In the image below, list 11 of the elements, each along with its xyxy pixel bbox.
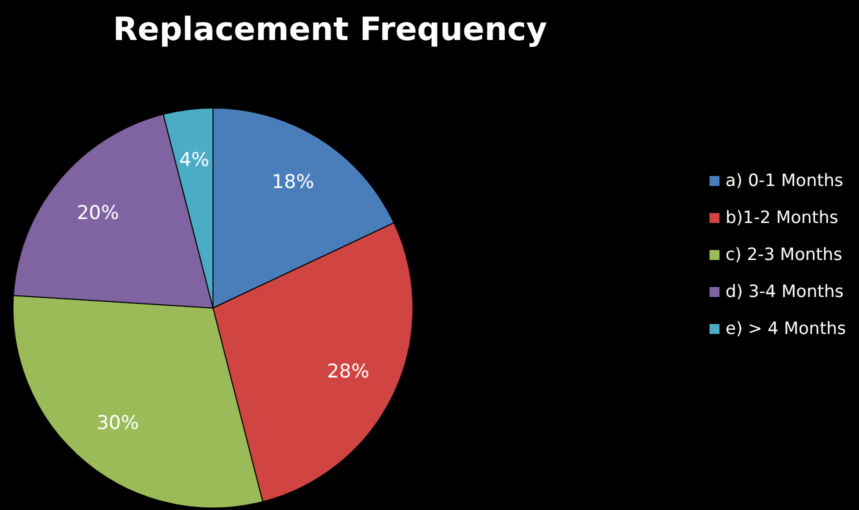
legend-label: e) > 4 Months	[726, 319, 846, 339]
data-label: 4%	[179, 148, 210, 171]
legend-label: b)1-2 Months	[726, 208, 838, 228]
legend-label: a) 0-1 Months	[726, 171, 844, 191]
data-label: 20%	[76, 202, 120, 224]
chart-title: Replacement Frequency	[113, 10, 548, 48]
legend-label: d) 3-4 Months	[726, 282, 844, 302]
legend-label: c) 2-3 Months	[726, 245, 842, 265]
data-label: 18%	[272, 170, 314, 193]
data-label: 30%	[96, 412, 139, 434]
data-label: 28%	[327, 360, 370, 383]
